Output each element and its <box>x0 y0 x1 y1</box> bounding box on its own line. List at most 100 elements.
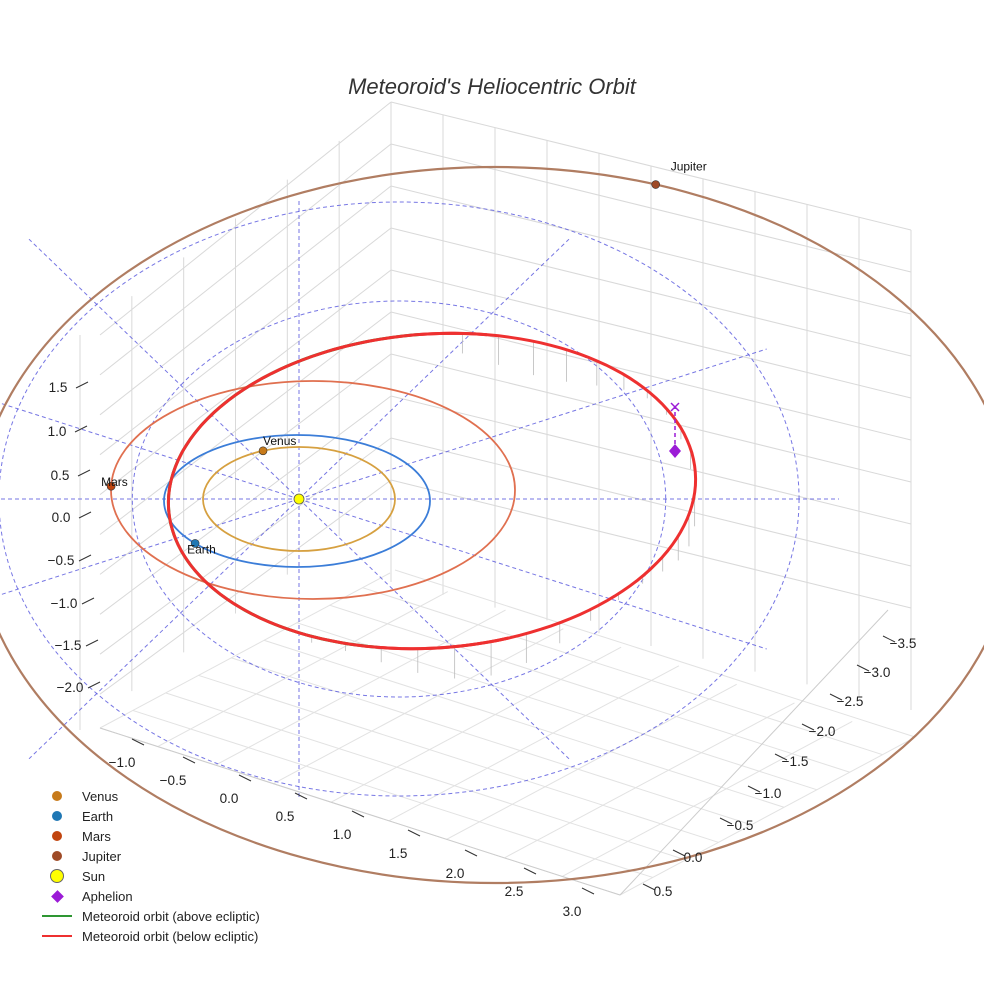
z-tick-mark <box>74 425 88 433</box>
legend-item: Jupiter <box>40 846 260 866</box>
legend-item: Mars <box>40 826 260 846</box>
grid-line <box>99 143 392 376</box>
z-tick-mark <box>78 554 92 562</box>
z-tick-label: 1.0 <box>48 424 67 439</box>
grid-line <box>390 269 912 399</box>
grid-line <box>99 437 392 655</box>
legend-symbol <box>40 886 74 906</box>
x-tick-mark <box>523 867 537 875</box>
y-tick-label: −1.0 <box>755 786 782 801</box>
grid-line <box>99 479 392 695</box>
mars-marker <box>106 481 116 491</box>
y-tick-label: 0.5 <box>654 884 673 899</box>
grid-line <box>263 639 785 808</box>
tick-layer: −1.0−0.50.00.51.01.52.02.53.0−3.5−3.0−2.… <box>48 380 917 919</box>
z-tick-mark <box>87 681 101 689</box>
line-swatch <box>42 935 72 937</box>
grid-line <box>157 591 449 747</box>
ecliptic-radial-line <box>298 348 767 500</box>
y-tick-label: −1.5 <box>782 754 809 769</box>
grid-line <box>390 101 912 231</box>
grid-line <box>273 628 564 785</box>
grid-line <box>99 269 392 495</box>
x-tick-label: 2.0 <box>446 866 465 881</box>
x-tick-mark <box>407 829 421 837</box>
y-tick-mark <box>672 849 686 857</box>
x-tick-mark <box>294 792 308 800</box>
ecliptic-radial-line <box>298 498 767 650</box>
x-tick-label: 1.5 <box>389 846 408 861</box>
x-tick-mark <box>238 774 252 782</box>
y-tick-mark <box>856 664 870 672</box>
grid-line <box>362 587 883 756</box>
aphelion-marker <box>669 444 681 458</box>
dot-swatch <box>52 811 62 821</box>
legend-label: Earth <box>82 808 114 824</box>
grid-line <box>390 395 912 525</box>
ecliptic-radial-line <box>0 402 300 500</box>
legend-label: Aphelion <box>82 888 133 904</box>
grid-layer <box>79 101 916 896</box>
legend-label: Meteoroid orbit (above ecliptic) <box>82 908 260 924</box>
z-tick-label: 0.0 <box>52 510 71 525</box>
x-tick-label: 3.0 <box>563 904 582 919</box>
legend-item: Meteoroid orbit (below ecliptic) <box>40 926 260 946</box>
y-tick-label: −2.5 <box>837 694 864 709</box>
grid-line <box>296 622 817 791</box>
legend-item: Aphelion <box>40 886 260 906</box>
grid-line <box>99 572 391 729</box>
z-tick-mark <box>77 469 91 477</box>
x-tick-label: 0.0 <box>220 791 239 806</box>
z-tick-label: 1.5 <box>49 380 68 395</box>
legend-symbol <box>40 806 74 826</box>
legend-label: Venus <box>82 788 119 804</box>
grid-line <box>394 569 916 738</box>
grid-line <box>99 101 392 336</box>
earth-marker <box>190 539 200 548</box>
x-tick-label: 1.0 <box>333 827 352 842</box>
z-tick-label: 0.5 <box>51 468 70 483</box>
venus-label: Venus <box>263 434 296 448</box>
earth-orbit <box>163 434 431 568</box>
y-tick-mark <box>801 723 815 731</box>
y-axis-line <box>619 609 889 896</box>
z-tick-mark <box>85 639 99 647</box>
y-tick-mark <box>774 753 788 761</box>
meteoroid-orbit-below <box>166 331 509 651</box>
mars-label: Mars <box>101 475 128 489</box>
sun-marker <box>293 493 305 505</box>
ecliptic-radial-line <box>298 498 570 760</box>
grid-line <box>99 395 392 615</box>
legend-label: Meteoroid orbit (below ecliptic) <box>82 928 259 944</box>
line-swatch <box>42 915 72 917</box>
earth-label: Earth <box>187 542 216 556</box>
x-tick-label: 0.5 <box>276 809 295 824</box>
y-tick-label: −2.0 <box>809 724 836 739</box>
grid-line <box>390 437 912 567</box>
z-tick-label: −2.0 <box>57 680 84 695</box>
meteoroid-orbit-layer <box>166 331 698 651</box>
venus-orbit <box>202 446 396 552</box>
legend-symbol <box>40 846 74 866</box>
y-tick-label: −0.5 <box>727 818 754 833</box>
grid-line <box>561 721 853 877</box>
z-tick-label: −1.0 <box>51 596 78 611</box>
grid-line <box>330 646 622 803</box>
grid-line <box>215 609 506 766</box>
x-tick-mark <box>182 756 196 764</box>
ecliptic-reference-layer <box>0 199 839 799</box>
y-tick-label: 0.0 <box>684 850 703 865</box>
grid-line <box>99 185 392 416</box>
legend-symbol <box>40 926 74 946</box>
grid-line <box>165 692 686 861</box>
grid-line <box>329 604 850 773</box>
dot-swatch <box>52 831 62 841</box>
dot-swatch <box>52 851 62 861</box>
z-tick-label: −1.5 <box>55 638 82 653</box>
x-tick-mark <box>464 849 478 857</box>
legend-item: Sun <box>40 866 260 886</box>
legend: Venus Earth Mars Jupiter Sun Aphelion Meteoroi… <box>40 786 260 946</box>
y-tick-label: −3.5 <box>890 636 917 651</box>
y-tick-mark <box>747 785 761 793</box>
legend-item: Venus <box>40 786 260 806</box>
